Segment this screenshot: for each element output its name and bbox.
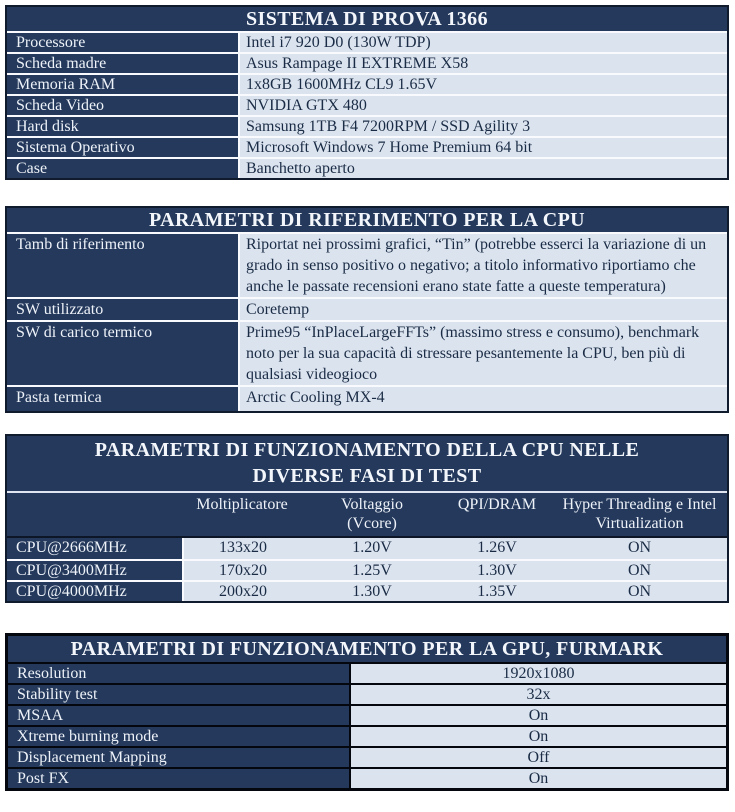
column-header-ht-virtualization: Hyper Threading e Intel Virtualization — [552, 495, 727, 533]
table-row: Post FX On — [8, 767, 726, 788]
row-value: 1x8GB 1600MHz CL9 1.65V — [238, 75, 727, 94]
row-label: Hard disk — [7, 117, 238, 136]
cell-moltiplicatore: 200x20 — [182, 582, 302, 601]
row-value: On — [349, 769, 726, 788]
table-row: Tamb di riferimento Riportat nei prossim… — [7, 232, 727, 297]
table-row: Scheda Video NVIDIA GTX 480 — [7, 94, 727, 115]
table-row: CPU@3400MHz 170x20 1.25V 1.30V ON — [7, 559, 727, 580]
row-label: Tamb di riferimento — [7, 234, 238, 297]
column-header-row: Moltiplicatore Voltaggio (Vcore) QPI/DRA… — [7, 491, 727, 538]
spacer — [0, 603, 735, 633]
table-row: Hard disk Samsung 1TB F4 7200RPM / SSD A… — [7, 115, 727, 136]
cell-voltaggio: 1.30V — [302, 582, 442, 601]
row-label: Post FX — [8, 769, 349, 788]
column-header-voltaggio-text: Voltaggio (Vcore) — [341, 496, 403, 532]
row-value: On — [349, 706, 726, 725]
row-value: Coretemp — [238, 299, 727, 320]
spacer — [0, 413, 735, 434]
table-row: Resolution 1920x1080 — [8, 662, 726, 683]
row-value: Riportat nei prossimi grafici, “Tin” (po… — [238, 234, 727, 297]
row-value: NVIDIA GTX 480 — [238, 96, 727, 115]
column-header-voltaggio: Voltaggio (Vcore) — [302, 495, 442, 533]
column-header-ht-text: Hyper Threading e Intel Virtualization — [562, 496, 717, 532]
cell-voltaggio: 1.25V — [302, 561, 442, 580]
title-line-2: DIVERSE FASI DI TEST — [252, 465, 482, 487]
row-value: 32x — [349, 685, 726, 704]
gpu-furmark-table: PARAMETRI DI FUNZIONAMENTO PER LA GPU, F… — [5, 633, 729, 791]
table-row: CPU@2666MHz 133x20 1.20V 1.26V ON — [7, 538, 727, 559]
row-label: Scheda Video — [7, 96, 238, 115]
cpu-reference-table: PARAMETRI DI RIFERIMENTO PER LA CPU Tamb… — [5, 206, 729, 413]
column-header-moltiplicatore: Moltiplicatore — [196, 496, 288, 513]
table-row: Processore Intel i7 920 D0 (130W TDP) — [7, 31, 727, 52]
system-table-title: SISTEMA DI PROVA 1366 — [7, 7, 727, 31]
cell-ht-virtualization: ON — [552, 538, 727, 559]
cell-qpi-dram: 1.35V — [442, 582, 552, 601]
table-row: Stability test 32x — [8, 683, 726, 704]
cell-ht-virtualization: ON — [552, 582, 727, 601]
row-value: Banchetto aperto — [238, 159, 727, 178]
gpu-furmark-table-title: PARAMETRI DI FUNZIONAMENTO PER LA GPU, F… — [8, 636, 726, 662]
cpu-reference-table-title: PARAMETRI DI RIFERIMENTO PER LA CPU — [7, 208, 727, 232]
table-row: SW di carico termico Prime95 “InPlaceLar… — [7, 320, 727, 385]
row-label: Scheda madre — [7, 54, 238, 73]
cell-ht-virtualization: ON — [552, 561, 727, 580]
cell-voltaggio: 1.20V — [302, 538, 442, 559]
table-row: Pasta termica Arctic Cooling MX-4 — [7, 385, 727, 411]
row-label: MSAA — [8, 706, 349, 725]
row-value: 1920x1080 — [349, 664, 726, 683]
row-label: CPU@2666MHz — [7, 538, 182, 559]
cell-qpi-dram: 1.30V — [442, 561, 552, 580]
cell-moltiplicatore: 170x20 — [182, 561, 302, 580]
spacer — [0, 180, 735, 206]
table-row: Case Banchetto aperto — [7, 157, 727, 178]
cell-moltiplicatore: 133x20 — [182, 538, 302, 559]
row-label: Displacement Mapping — [8, 748, 349, 767]
cell-qpi-dram: 1.26V — [442, 538, 552, 559]
row-label: Memoria RAM — [7, 75, 238, 94]
cpu-phases-table-title: PARAMETRI DI FUNZIONAMENTO DELLA CPU NEL… — [7, 436, 727, 491]
row-label: CPU@4000MHz — [7, 582, 182, 601]
row-value: Samsung 1TB F4 7200RPM / SSD Agility 3 — [238, 117, 727, 136]
row-label: Resolution — [8, 664, 349, 683]
column-header-blank — [7, 495, 182, 533]
table-row: Xtreme burning mode On — [8, 725, 726, 746]
row-value: Microsoft Windows 7 Home Premium 64 bit — [238, 138, 727, 157]
table-row: Scheda madre Asus Rampage II EXTREME X58 — [7, 52, 727, 73]
table-row: Sistema Operativo Microsoft Windows 7 Ho… — [7, 136, 727, 157]
title-line-1: PARAMETRI DI FUNZIONAMENTO DELLA CPU NEL… — [94, 439, 640, 461]
row-label: Sistema Operativo — [7, 138, 238, 157]
row-label: Case — [7, 159, 238, 178]
row-value: Arctic Cooling MX-4 — [238, 387, 727, 411]
row-label: Processore — [7, 33, 238, 52]
table-row: CPU@4000MHz 200x20 1.30V 1.35V ON — [7, 580, 727, 601]
row-label: SW di carico termico — [7, 322, 238, 385]
row-label: SW utilizzato — [7, 299, 238, 320]
row-value: Asus Rampage II EXTREME X58 — [238, 54, 727, 73]
row-label: Xtreme burning mode — [8, 727, 349, 746]
table-row: MSAA On — [8, 704, 726, 725]
row-value: Prime95 “InPlaceLargeFFTs” (massimo stre… — [238, 322, 727, 385]
column-header-qpi-dram: QPI/DRAM — [457, 496, 537, 513]
table-row: Memoria RAM 1x8GB 1600MHz CL9 1.65V — [7, 73, 727, 94]
table-row: Displacement Mapping Off — [8, 746, 726, 767]
cpu-phases-table: PARAMETRI DI FUNZIONAMENTO DELLA CPU NEL… — [5, 434, 729, 603]
row-label: Stability test — [8, 685, 349, 704]
row-value: Off — [349, 748, 726, 767]
table-row: SW utilizzato Coretemp — [7, 297, 727, 320]
row-value: On — [349, 727, 726, 746]
row-value: Intel i7 920 D0 (130W TDP) — [238, 33, 727, 52]
row-label: CPU@3400MHz — [7, 561, 182, 580]
system-table: SISTEMA DI PROVA 1366 Processore Intel i… — [5, 5, 729, 180]
row-label: Pasta termica — [7, 387, 238, 411]
